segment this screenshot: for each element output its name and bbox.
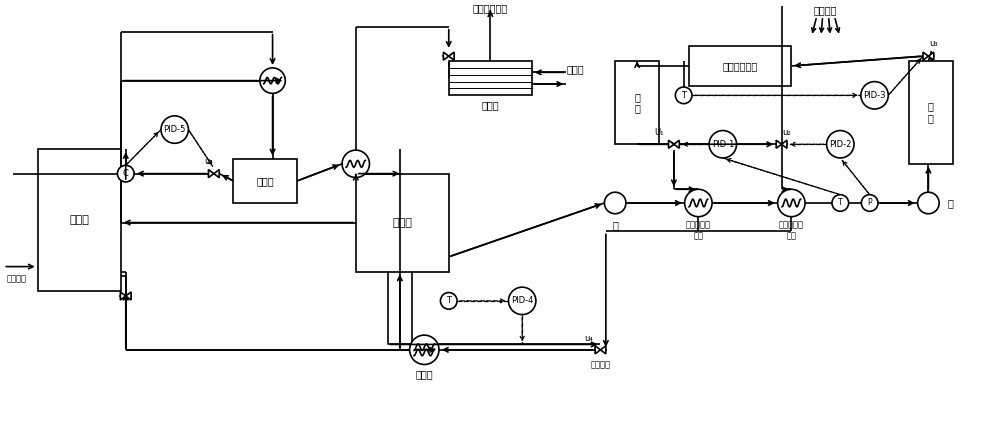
Text: T: T [446,296,451,305]
Circle shape [861,82,888,109]
Text: T: T [838,199,843,207]
Bar [449,61,532,95]
Circle shape [685,189,712,217]
Text: 太阳辐射: 太阳辐射 [814,5,837,15]
Circle shape [342,150,369,178]
Polygon shape [669,140,674,148]
Text: 冷凝器: 冷凝器 [482,100,499,110]
Text: 泵: 泵 [612,221,618,230]
Text: C: C [123,169,129,178]
Text: P: P [867,199,872,207]
Bar [233,159,297,203]
Circle shape [709,130,737,158]
Polygon shape [928,52,934,60]
Text: PID-2: PID-2 [829,140,851,149]
Text: 蒸汽阀门: 蒸汽阀门 [590,360,610,369]
Polygon shape [600,346,606,354]
Circle shape [117,165,134,182]
Text: 尾部烟气: 尾部烟气 [6,275,26,284]
Bar [38,149,121,291]
Text: T: T [681,91,686,100]
Polygon shape [214,170,219,178]
Polygon shape [595,346,600,354]
Circle shape [778,189,805,217]
Text: 泵: 泵 [948,198,954,208]
Text: u₄: u₄ [584,334,593,343]
Bar [909,61,953,164]
Bar [615,61,659,144]
Text: 再沸器: 再沸器 [415,369,433,379]
Circle shape [861,195,878,211]
Text: PID-5: PID-5 [164,125,186,134]
Polygon shape [126,292,131,300]
Circle shape [440,293,457,309]
Text: PID-1: PID-1 [712,140,734,149]
Circle shape [675,87,692,104]
Bar [689,46,791,86]
Text: 冷却水: 冷却水 [566,64,584,75]
Text: 缓冲罐: 缓冲罐 [256,176,274,186]
Polygon shape [923,52,928,60]
Text: 太阳能集热器: 太阳能集热器 [722,61,758,71]
Polygon shape [782,140,787,148]
Polygon shape [674,140,679,148]
Text: 热
罐: 热 罐 [634,92,640,113]
Circle shape [508,287,536,314]
Text: 分离塔: 分离塔 [392,218,412,227]
Text: u₃: u₃ [929,39,938,48]
Circle shape [604,192,626,214]
Text: 过热蒸汽发
生器: 过热蒸汽发 生器 [779,221,804,240]
Polygon shape [449,52,454,60]
Polygon shape [776,140,782,148]
Polygon shape [443,52,449,60]
Circle shape [832,195,849,211]
Circle shape [918,192,939,214]
Text: 冷
罐: 冷 罐 [928,102,934,123]
Text: 纯净二氧化碳: 纯净二氧化碳 [473,3,508,13]
Polygon shape [208,170,214,178]
Circle shape [410,335,439,365]
Text: PID-4: PID-4 [511,296,533,305]
Text: PID-3: PID-3 [863,91,886,100]
Polygon shape [120,292,126,300]
Text: 吸收塔: 吸收塔 [69,215,89,225]
Text: u₂: u₂ [782,128,791,137]
Circle shape [260,68,285,93]
Text: 饱和蒸汽发
生器: 饱和蒸汽发 生器 [686,221,711,240]
Circle shape [827,130,854,158]
Text: u₅: u₅ [205,157,213,167]
Bar [356,174,449,271]
Text: U₁: U₁ [654,128,664,137]
Circle shape [161,116,188,143]
